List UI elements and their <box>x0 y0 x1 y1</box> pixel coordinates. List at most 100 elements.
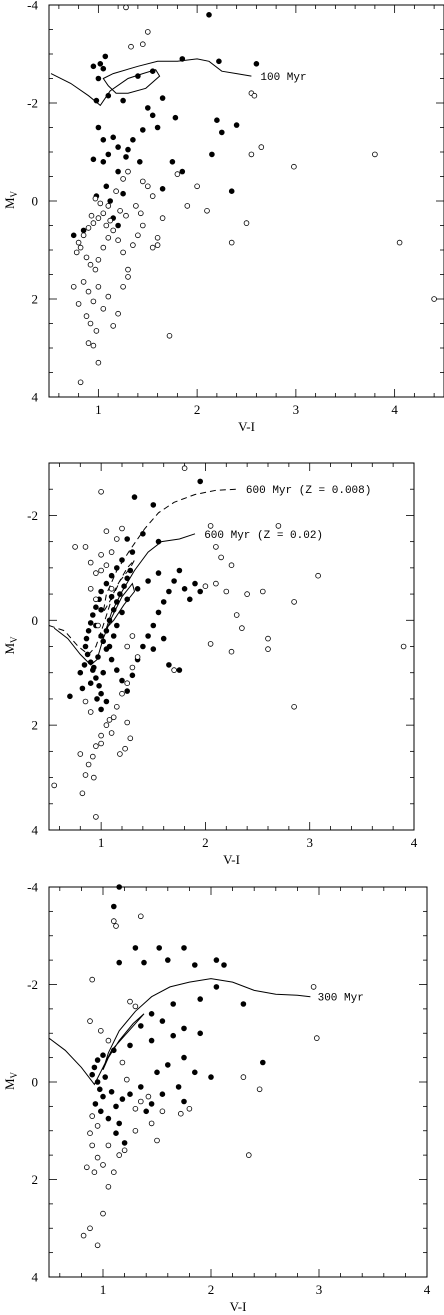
open-point <box>106 717 113 723</box>
filled-point <box>172 114 179 121</box>
filled-point <box>125 146 131 153</box>
filled-point <box>93 604 99 610</box>
open-point <box>138 210 144 217</box>
open-point <box>154 235 161 241</box>
open-point <box>228 562 235 568</box>
open-point <box>121 1147 128 1154</box>
open-point <box>82 544 89 550</box>
open-point <box>129 633 136 639</box>
open-point <box>174 171 181 177</box>
open-point <box>90 220 97 226</box>
open-point <box>291 703 297 710</box>
filled-point <box>100 638 106 645</box>
filled-point <box>123 154 129 160</box>
filled-point <box>228 188 235 195</box>
y-tick-label: 2 <box>32 292 39 307</box>
filled-point <box>113 1130 119 1136</box>
open-point <box>166 332 173 339</box>
filled-point <box>160 635 167 642</box>
open-point <box>87 320 94 327</box>
open-point <box>87 709 94 715</box>
filled-point <box>197 588 204 595</box>
open-point <box>100 1210 106 1217</box>
filled-point <box>209 151 215 158</box>
y-tick-label: 0 <box>32 1075 39 1090</box>
open-point <box>125 168 131 175</box>
filled-point <box>103 627 110 634</box>
open-point <box>204 208 210 214</box>
open-point <box>149 244 156 251</box>
open-point <box>123 4 129 11</box>
filled-point <box>214 117 220 123</box>
open-point <box>105 1142 112 1149</box>
open-point <box>123 212 129 219</box>
open-point <box>98 567 104 574</box>
filled-point <box>145 105 151 111</box>
open-point <box>431 296 437 302</box>
filled-point <box>160 599 167 605</box>
filled-point <box>100 1093 106 1100</box>
filled-point <box>135 73 141 79</box>
open-point <box>79 790 86 797</box>
filled-point <box>110 134 116 141</box>
open-point <box>111 1169 117 1175</box>
filled-point <box>114 565 120 571</box>
open-point <box>95 283 102 290</box>
filled-point <box>124 688 130 694</box>
filled-point <box>83 635 90 642</box>
open-point <box>100 244 107 251</box>
filled-point <box>127 567 134 574</box>
filled-point <box>219 129 225 136</box>
y-tick-label: 4 <box>32 823 39 838</box>
open-point <box>84 1164 90 1171</box>
filled-point <box>145 633 151 639</box>
y-tick-label: -4 <box>27 880 38 895</box>
isochrone-line <box>49 978 311 1086</box>
filled-point <box>124 536 130 542</box>
filled-point <box>114 599 120 605</box>
filled-point <box>140 643 146 650</box>
filled-point <box>170 1001 177 1007</box>
open-point <box>184 203 191 209</box>
open-point <box>117 751 123 757</box>
y-tick-label: 4 <box>32 1270 39 1285</box>
x-tick-label: 1 <box>98 835 105 850</box>
open-point <box>145 1093 152 1100</box>
filled-point <box>114 622 120 629</box>
filled-point <box>111 1047 117 1054</box>
open-point <box>132 1003 139 1010</box>
filled-point <box>159 1018 166 1024</box>
filled-point <box>159 95 166 101</box>
x-tick-label: 3 <box>293 402 300 417</box>
open-point <box>80 279 87 285</box>
filled-point <box>102 1074 108 1080</box>
open-point <box>138 1098 144 1105</box>
x-tick-label: 2 <box>202 835 209 850</box>
filled-point <box>221 962 227 968</box>
open-point <box>258 144 265 150</box>
filled-point <box>140 127 146 133</box>
filled-point <box>131 494 138 500</box>
open-point <box>85 225 92 231</box>
open-point <box>265 635 271 642</box>
filled-point <box>154 124 161 131</box>
x-tick-label: 2 <box>194 402 201 417</box>
filled-point <box>93 97 100 104</box>
open-point <box>89 1113 95 1119</box>
open-point <box>87 559 94 566</box>
open-point <box>246 1152 252 1158</box>
filled-point <box>141 959 147 966</box>
isochrone-label: 600 Myr (Z = 0.02) <box>204 530 323 542</box>
filled-point <box>100 65 107 72</box>
filled-point <box>91 664 97 671</box>
filled-point <box>116 959 122 966</box>
open-point <box>140 178 146 185</box>
filled-point <box>170 1032 177 1039</box>
filled-point <box>84 651 91 658</box>
open-point <box>128 43 134 50</box>
open-point <box>98 488 104 495</box>
filled-point <box>92 1101 99 1107</box>
filled-point <box>100 137 107 143</box>
filled-point <box>169 159 176 165</box>
open-point <box>110 714 117 721</box>
